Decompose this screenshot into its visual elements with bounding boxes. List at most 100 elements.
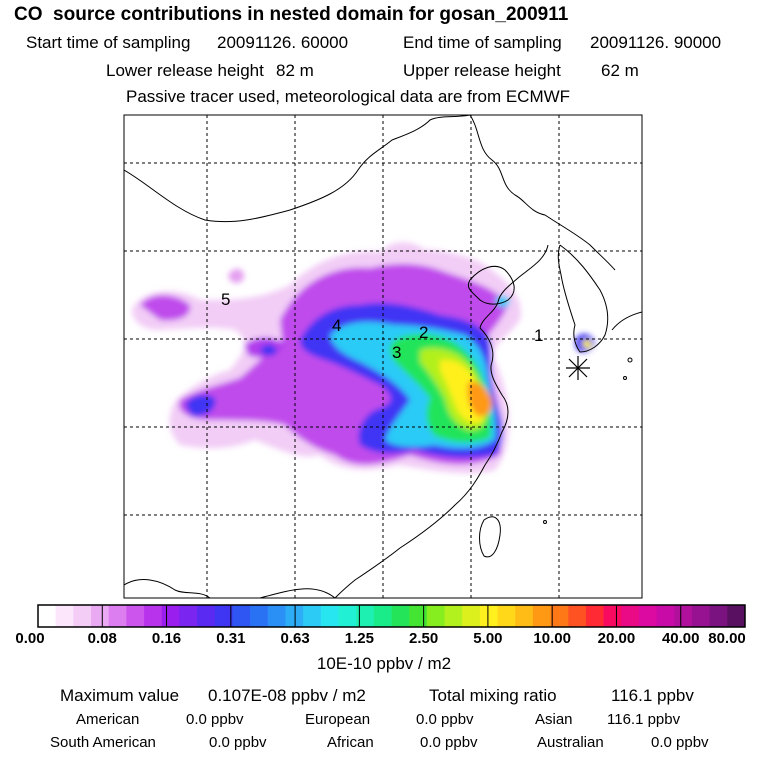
- start-time-label: Start time of sampling: [26, 33, 191, 52]
- region-label-1: 1: [534, 326, 543, 345]
- colorbar-cell: [214, 605, 233, 627]
- korea-border: [497, 244, 549, 303]
- colorbar-cell: [479, 605, 498, 627]
- upper-release-label: Upper release height: [403, 61, 561, 80]
- colorbar-cell: [497, 605, 516, 627]
- colorbar-cell: [709, 605, 728, 627]
- colorbar-cell: [621, 605, 640, 627]
- max-value: 0.107E-08 ppbv / m2: [208, 686, 366, 705]
- colorbar-cell: [568, 605, 587, 627]
- colorbar-cell: [232, 605, 251, 627]
- colorbar-cell: [303, 605, 322, 627]
- colorbar-cell: [444, 605, 463, 627]
- colorbar-cell: [727, 605, 746, 627]
- end-time-value: 20091126. 90000: [590, 33, 722, 52]
- region-label-4: 4: [332, 316, 341, 335]
- island-marker: [627, 357, 633, 363]
- european-label: European: [305, 711, 371, 728]
- colorbar-tick-label: 0.63: [280, 630, 310, 647]
- south-american-value: 0.0 ppbv: [209, 734, 267, 751]
- colorbar-tick-label: 80.00: [708, 630, 746, 647]
- coastlines: [124, 115, 642, 598]
- colorbar-cell: [126, 605, 145, 627]
- colorbar-cell: [108, 605, 127, 627]
- island-marker: [543, 520, 547, 524]
- colorbar-cell: [674, 605, 693, 627]
- colorbar-cell: [585, 605, 604, 627]
- receptor-asterisk-marker: [566, 356, 590, 380]
- gosan-core: [582, 339, 592, 349]
- colorbar-cell: [161, 605, 180, 627]
- lower-release-label: Lower release height: [106, 61, 264, 80]
- australian-value: 0.0 ppbv: [651, 734, 709, 751]
- total-mixing-value: 116.1 ppbv: [611, 686, 694, 705]
- region-label-5: 5: [221, 290, 230, 309]
- colorbar-units: 10E-10 ppbv / m2: [316, 654, 452, 673]
- colorbar-tick-label: 0.16: [151, 630, 182, 647]
- colorbar-cell: [532, 605, 551, 627]
- plume-orange: [467, 381, 493, 417]
- end-time-label: End time of sampling: [403, 33, 562, 52]
- colorbar-cell: [144, 605, 163, 627]
- colorbar: [37, 604, 746, 628]
- start-time-value: 20091126. 60000: [217, 33, 349, 52]
- region-labels: 1 2 3 4 5: [221, 290, 543, 362]
- colorbar-cell: [373, 605, 392, 627]
- colorbar-tick-label: 0.00: [15, 630, 45, 647]
- colorbar-tick-label: 5.00: [473, 630, 503, 647]
- american-value: 0.0 ppbv: [186, 711, 244, 728]
- colorbar-tick-label: 2.50: [409, 630, 439, 647]
- colorbar-cell: [462, 605, 481, 627]
- manchuria-border: [469, 115, 616, 271]
- african-label: African: [327, 734, 374, 751]
- colorbar-cell: [320, 605, 339, 627]
- plume-outer-north: [380, 242, 428, 266]
- colorbar-cell: [409, 605, 428, 627]
- colorbar-tick-label: 40.00: [661, 630, 700, 647]
- colorbar-cell: [603, 605, 622, 627]
- japan-kyushu: [611, 311, 642, 331]
- total-mixing-label: Total mixing ratio: [429, 686, 557, 705]
- south-coast: [259, 588, 336, 598]
- upper-release-value: 62 m: [601, 61, 639, 80]
- colorbar-cell: [550, 605, 569, 627]
- colorbar-cell: [391, 605, 410, 627]
- colorbar-tick-label: 1.25: [344, 630, 374, 647]
- colorbar-cell: [656, 605, 675, 627]
- china-coast: [334, 301, 509, 598]
- region-label-3: 3: [392, 343, 401, 362]
- colorbar-cell: [179, 605, 198, 627]
- colorbar-tick-label: 0.31: [216, 630, 246, 647]
- colorbar-cell: [426, 605, 445, 627]
- region-label-2: 2: [419, 323, 428, 342]
- colorbar-cell: [285, 605, 304, 627]
- australian-label: Australian: [537, 734, 604, 751]
- plume-pink-lobe: [228, 268, 245, 284]
- island-marker: [623, 376, 627, 380]
- map-frame: [123, 114, 643, 599]
- colorbar-cell: [267, 605, 286, 627]
- colorbar-cell: [38, 605, 57, 627]
- mongolia-border: [124, 115, 471, 223]
- hainan-coast: [124, 579, 211, 598]
- colorbar-cell: [73, 605, 92, 627]
- colorbar-tick-label: 10.00: [533, 630, 571, 647]
- tracer-note: Passive tracer used, meteorological data…: [126, 87, 571, 106]
- colorbar-tick-label: 20.00: [597, 630, 636, 647]
- lower-release-value: 82 m: [276, 61, 314, 80]
- colorbar-border: [37, 604, 746, 628]
- colorbar-cell: [55, 605, 74, 627]
- taiwan-island: [479, 516, 501, 558]
- colorbar-cell: [691, 605, 711, 627]
- colorbar-cell: [515, 605, 534, 627]
- colorbar-cell: [250, 605, 269, 627]
- south-american-label: South American: [50, 734, 156, 751]
- plot-title: CO source contributions in nested domain…: [14, 4, 569, 25]
- asian-label: Asian: [535, 711, 573, 728]
- colorbar-cell: [197, 605, 216, 627]
- colorbar-tick-label: 0.08: [87, 630, 117, 647]
- bohai-coast: [467, 265, 515, 305]
- asian-value: 116.1 ppbv: [607, 711, 681, 728]
- african-value: 0.0 ppbv: [420, 734, 478, 751]
